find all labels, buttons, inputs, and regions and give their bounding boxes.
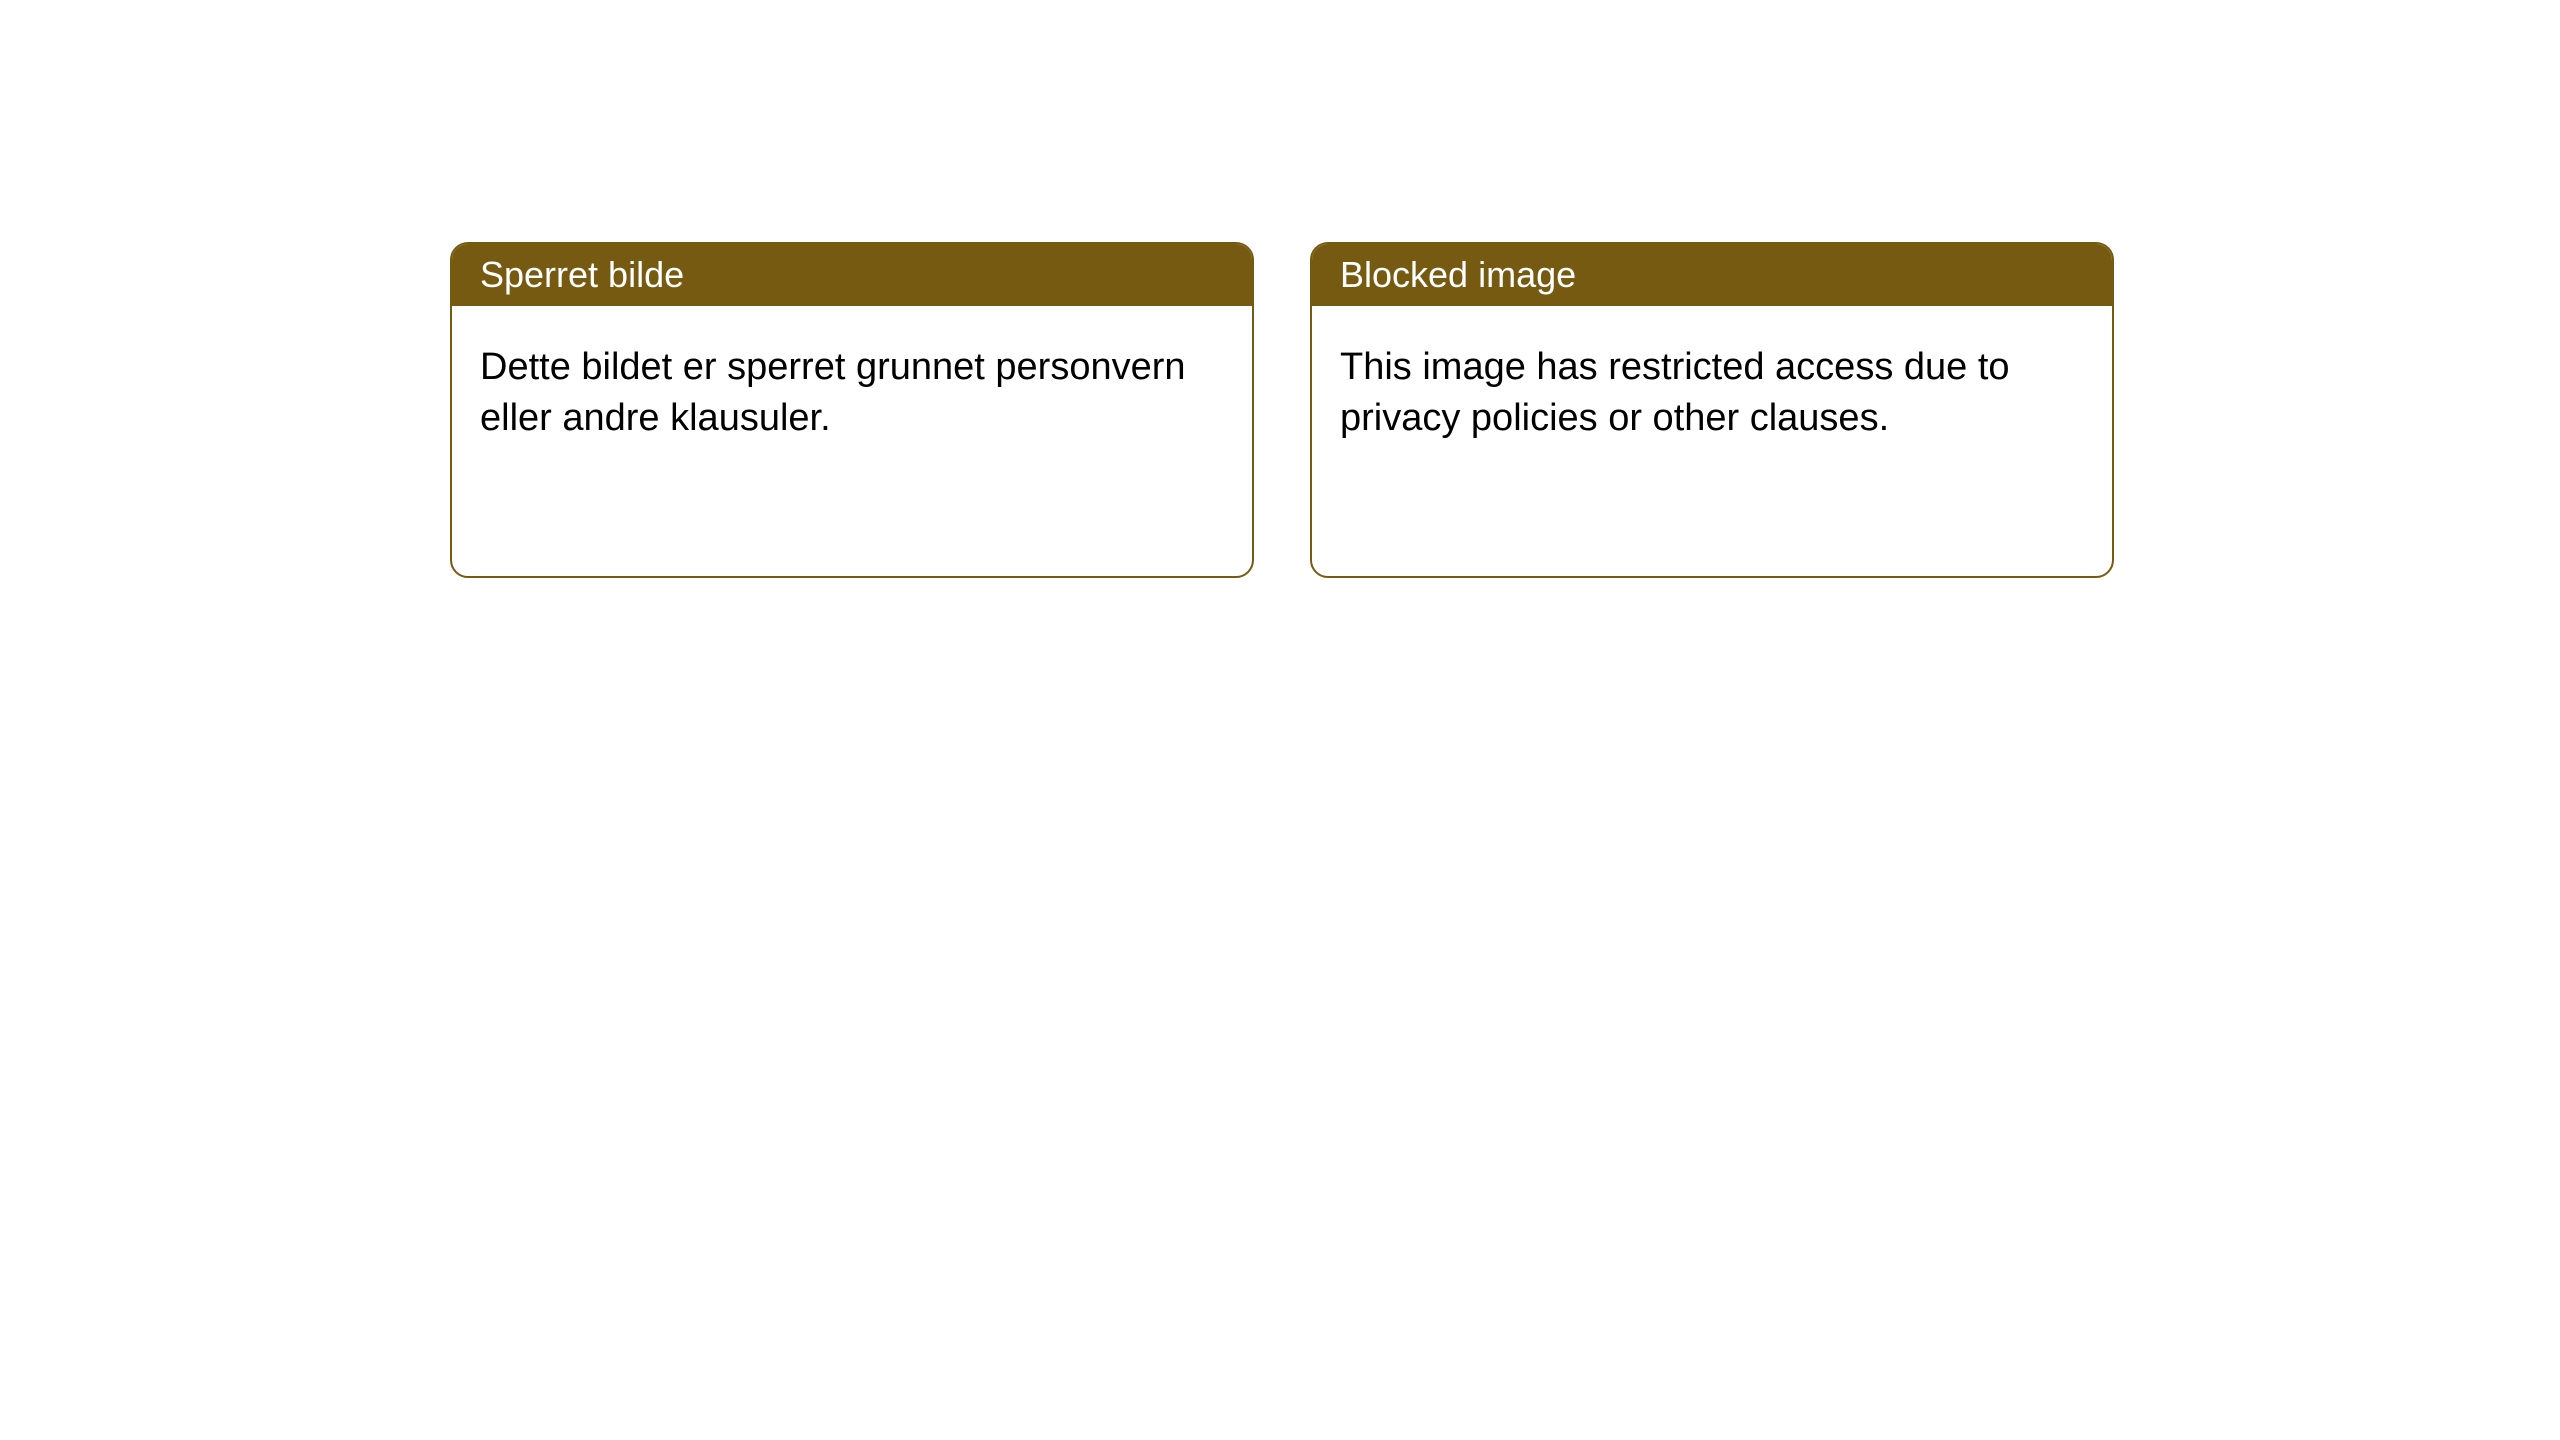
notice-header: Sperret bilde xyxy=(452,244,1252,306)
notice-header: Blocked image xyxy=(1312,244,2112,306)
notice-text: This image has restricted access due to … xyxy=(1340,346,2010,439)
notice-container: Sperret bilde Dette bildet er sperret gr… xyxy=(450,242,2114,578)
notice-title: Blocked image xyxy=(1340,254,1576,295)
notice-body: This image has restricted access due to … xyxy=(1312,306,2112,481)
notice-title: Sperret bilde xyxy=(480,254,684,295)
notice-body: Dette bildet er sperret grunnet personve… xyxy=(452,306,1252,481)
notice-text: Dette bildet er sperret grunnet personve… xyxy=(480,346,1186,439)
notice-card-english: Blocked image This image has restricted … xyxy=(1310,242,2114,578)
notice-card-norwegian: Sperret bilde Dette bildet er sperret gr… xyxy=(450,242,1254,578)
